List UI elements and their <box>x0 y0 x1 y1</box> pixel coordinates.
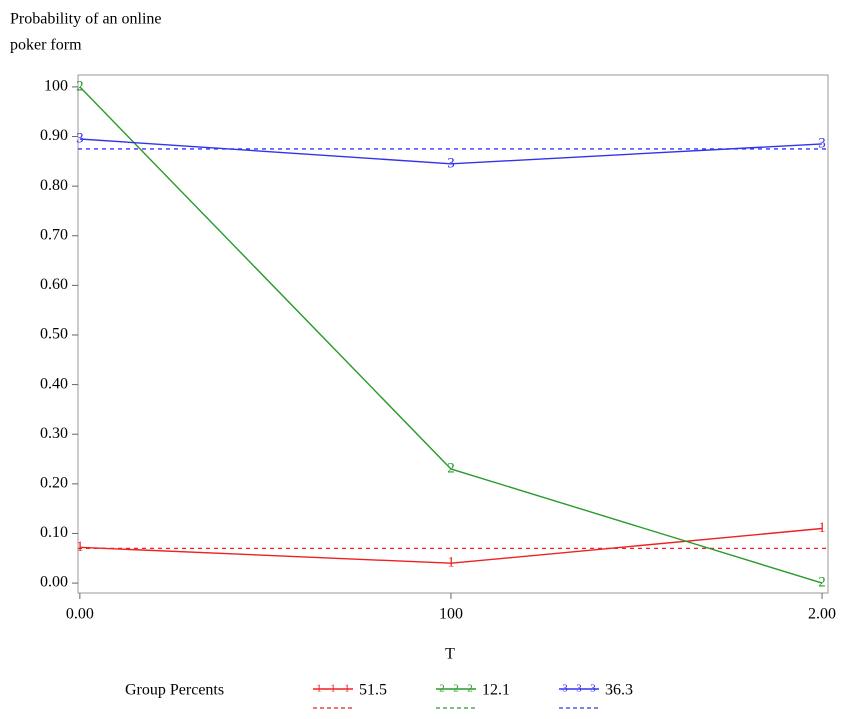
legend-marker: 2 <box>467 683 473 695</box>
y-tick-label: 0.60 <box>40 276 68 293</box>
legend-marker: 1 <box>316 683 322 695</box>
chart-title: poker form <box>10 37 82 54</box>
x-tick-label: 2.00 <box>808 606 836 623</box>
y-tick-label: 0.90 <box>40 127 68 144</box>
point-marker: 1 <box>818 520 826 536</box>
legend-marker: 3 <box>562 683 568 695</box>
y-tick-label: 0.00 <box>40 574 68 591</box>
legend-label: 12.1 <box>482 682 510 699</box>
series-line <box>79 138 823 165</box>
x-tick-label: 0.00 <box>66 606 94 623</box>
x-axis-label: T <box>445 646 455 663</box>
y-tick-label: 100 <box>44 78 68 95</box>
y-tick-label: 0.10 <box>40 524 68 541</box>
series-line <box>79 527 823 564</box>
x-tick-label: 100 <box>439 606 463 623</box>
series-line <box>79 86 823 584</box>
y-tick-label: 0.30 <box>40 425 68 442</box>
legend-marker: 1 <box>330 683 336 695</box>
legend-marker: 2 <box>439 683 445 695</box>
legend-marker: 3 <box>590 683 596 695</box>
legend-marker: 1 <box>344 683 350 695</box>
y-tick-label: 0.70 <box>40 226 68 243</box>
point-marker: 3 <box>447 155 455 171</box>
point-marker: 2 <box>76 78 84 94</box>
legend-marker: 2 <box>453 683 459 695</box>
y-tick-label: 0.80 <box>40 177 68 194</box>
legend-marker: 3 <box>576 683 582 695</box>
point-marker: 2 <box>818 575 826 591</box>
chart-title: Probability of an online <box>10 11 162 28</box>
legend-label: 51.5 <box>359 682 387 699</box>
point-marker: 1 <box>76 539 84 555</box>
legend-title: Group Percents <box>125 682 224 699</box>
y-tick-label: 0.50 <box>40 326 68 343</box>
legend-label: 36.3 <box>605 682 633 699</box>
y-tick-label: 0.40 <box>40 375 68 392</box>
point-marker: 3 <box>76 130 84 146</box>
point-marker: 3 <box>818 135 826 151</box>
plot-frame <box>77 74 829 594</box>
y-tick-label: 0.20 <box>40 475 68 492</box>
point-marker: 2 <box>447 460 455 476</box>
point-marker: 1 <box>447 555 455 571</box>
